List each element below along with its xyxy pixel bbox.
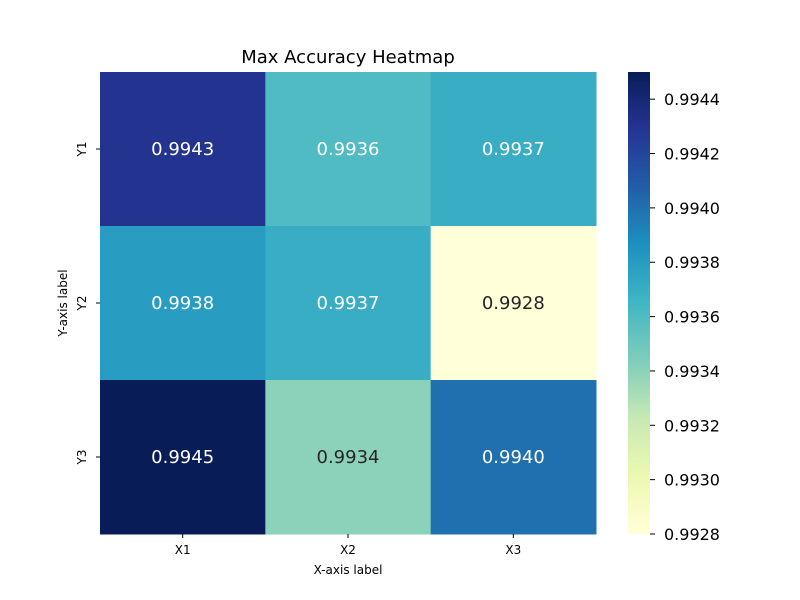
heatmap-cell-value: 0.9943 — [151, 139, 214, 160]
heatmap-cell-value: 0.9945 — [151, 447, 214, 468]
y-tick-label: Y2 — [75, 296, 89, 312]
heatmap-cell-value: 0.9934 — [317, 447, 380, 468]
x-tick-label: X1 — [175, 543, 191, 557]
heatmap-cell-value: 0.9928 — [482, 293, 545, 314]
y-axis-ticks: Y1 Y2 Y3 — [75, 142, 100, 466]
heatmap-cell-value: 0.9940 — [482, 447, 545, 468]
x-tick-label: X2 — [340, 543, 356, 557]
y-axis-title: Y-axis label — [56, 269, 70, 337]
colorbar-ticks: 0.9928 0.9930 0.9932 0.9934 0.9936 0.9938 0.99… — [650, 90, 720, 544]
colorbar — [628, 72, 650, 534]
colorbar-tick-label: 0.9928 — [664, 525, 720, 544]
x-axis-title: X-axis label — [314, 563, 383, 577]
colorbar-tick-label: 0.9940 — [664, 199, 720, 218]
colorbar-tick-label: 0.9932 — [664, 416, 720, 435]
chart-title: Max Accuracy Heatmap — [241, 47, 455, 68]
heatmap-cell-value: 0.9938 — [151, 293, 214, 314]
colorbar-tick-label: 0.9938 — [664, 253, 720, 272]
heatmap-cells: 0.9943 0.9936 0.9937 0.9938 0.9937 0.9928 0.99… — [100, 72, 597, 535]
heatmap-cell-value: 0.9936 — [317, 139, 380, 160]
colorbar-tick-label: 0.9934 — [664, 362, 720, 381]
colorbar-tick-label: 0.9936 — [664, 308, 720, 327]
colorbar-tick-label: 0.9944 — [664, 90, 720, 109]
x-axis-ticks: X1 X2 X3 — [175, 534, 522, 557]
y-tick-label: Y1 — [75, 142, 89, 158]
x-tick-label: X3 — [505, 543, 521, 557]
colorbar-tick-label: 0.9930 — [664, 471, 720, 490]
colorbar-tick-label: 0.9942 — [664, 145, 720, 164]
y-tick-label: Y3 — [75, 450, 89, 466]
heatmap-cell-value: 0.9937 — [317, 293, 380, 314]
heatmap-cell-value: 0.9937 — [482, 139, 545, 160]
